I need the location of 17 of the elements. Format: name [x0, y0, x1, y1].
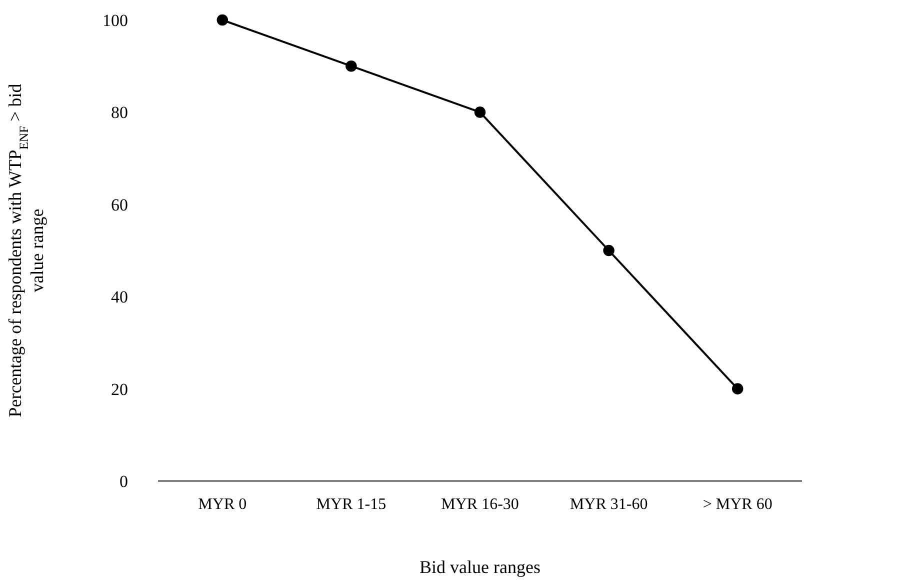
x-tick-label: MYR 1-15: [316, 496, 386, 513]
x-tick-label: > MYR 60: [702, 496, 772, 513]
point: [216, 14, 228, 26]
point: [474, 106, 486, 118]
y-tick-label: 0: [120, 472, 128, 491]
point: [603, 244, 614, 256]
x-axis-title: Bid value ranges: [420, 557, 540, 577]
y-tick-label: 80: [111, 103, 128, 122]
point: [732, 383, 744, 394]
x-tick-label: MYR 16-30: [441, 496, 519, 513]
x-tick-label: MYR 0: [198, 496, 247, 513]
point: [346, 60, 357, 72]
x-tick-label: MYR 31-60: [570, 496, 648, 513]
y-tick-label: 60: [111, 195, 128, 214]
y-tick-label: 20: [111, 380, 128, 399]
y-tick-label: 100: [102, 10, 128, 30]
y-tick-label: 40: [111, 288, 128, 307]
